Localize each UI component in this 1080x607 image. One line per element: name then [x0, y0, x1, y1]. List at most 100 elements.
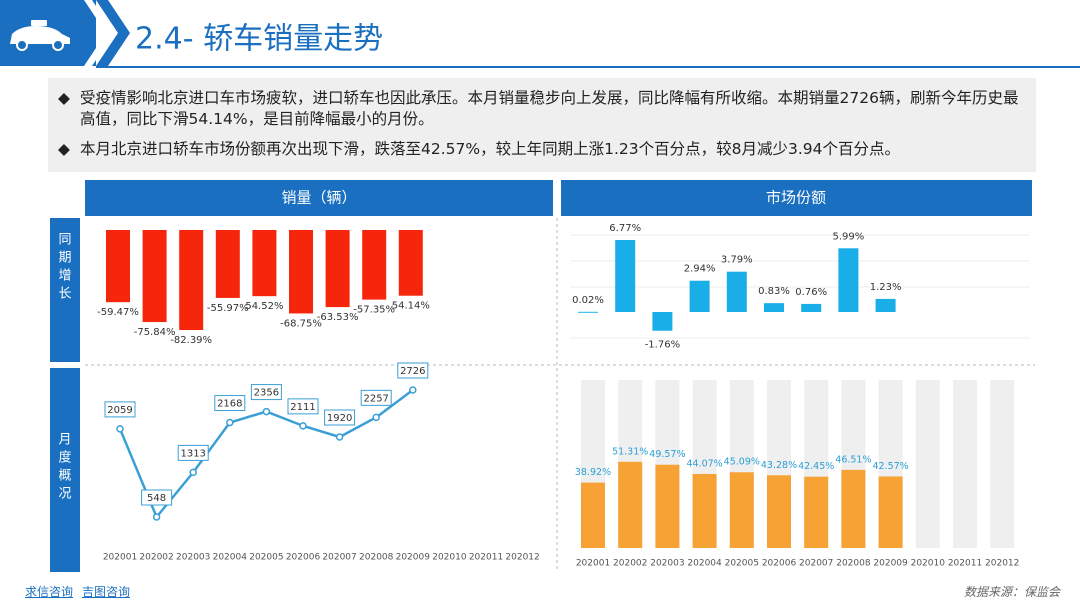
bar	[726, 271, 747, 312]
bar	[142, 230, 167, 323]
x-tick-label: 202005	[725, 559, 759, 569]
value-label: 2111	[290, 402, 315, 413]
value-label: 2356	[254, 388, 279, 399]
value-label: 0.76%	[795, 287, 827, 298]
value-label: 548	[147, 493, 166, 504]
row-label: 同	[58, 233, 71, 248]
value-label: 42.57%	[872, 461, 908, 472]
row-label: 况	[58, 487, 71, 502]
label-box	[250, 384, 282, 401]
row-label-bg	[50, 368, 80, 572]
x-tick-label: 202009	[396, 553, 431, 563]
value-label: 2059	[107, 405, 132, 416]
x-tick-label: 202006	[286, 553, 321, 563]
label-box	[324, 409, 356, 426]
bar	[289, 230, 313, 314]
bullet: 受疫情影响北京进口车市场疲软，进口轿车也因此承压。本月销量稳步向上发展，同比降幅…	[58, 88, 1030, 130]
bar	[841, 469, 866, 548]
value-label: 51.31%	[612, 446, 648, 457]
value-label: 2.94%	[684, 264, 716, 275]
point	[262, 407, 271, 416]
row-label: 增	[58, 269, 71, 284]
value-label: -75.84%	[134, 327, 176, 338]
value-label: 2726	[400, 366, 425, 377]
x-tick-label: 202012	[985, 559, 1019, 569]
footer-link[interactable]: 吉图咨询	[82, 585, 131, 599]
x-tick-label: 202004	[213, 553, 248, 563]
value-label: -1.76%	[645, 340, 680, 351]
value-label: 1313	[180, 448, 205, 459]
bar	[215, 230, 240, 298]
x-tick-label: 202005	[249, 553, 283, 563]
panel-title: 市场份额	[766, 189, 826, 207]
value-label: 42.45%	[798, 461, 834, 472]
point	[372, 413, 380, 422]
label-box	[177, 444, 209, 461]
value-label: 49.57%	[649, 449, 685, 460]
value-label: 3.79%	[721, 255, 753, 266]
x-tick-label: 202001	[103, 553, 137, 563]
x-tick-label: 202006	[762, 559, 797, 569]
label-box	[104, 401, 136, 418]
bar-background	[915, 380, 940, 548]
value-label: 43.28%	[761, 460, 797, 471]
point	[409, 386, 417, 394]
label-box	[141, 489, 173, 506]
bar	[838, 248, 859, 312]
x-tick-label: 202001	[576, 559, 610, 569]
panel-header	[85, 180, 553, 216]
bar-background	[953, 380, 977, 548]
value-label: 54.14%	[392, 301, 430, 312]
bar	[618, 461, 643, 548]
bar	[252, 230, 277, 297]
panel-header	[561, 180, 1032, 216]
label-box	[287, 398, 319, 415]
bar	[581, 482, 605, 548]
value-label: 46.51%	[835, 454, 871, 465]
x-tick-label: 202008	[359, 553, 394, 563]
value-label: -82.39%	[170, 335, 212, 346]
bar	[655, 464, 680, 548]
bar	[875, 298, 896, 312]
point	[299, 422, 307, 430]
row-label: 长	[58, 287, 71, 302]
x-tick-label: 202012	[505, 553, 539, 563]
bar	[764, 303, 784, 312]
value-label: 45.09%	[724, 457, 760, 468]
value-label: -68.75%	[280, 318, 322, 329]
value-label: 2168	[217, 399, 242, 410]
x-tick-label: 202009	[873, 559, 908, 569]
label-box	[397, 362, 429, 379]
bar	[106, 230, 130, 303]
point	[152, 513, 161, 521]
bar	[362, 230, 387, 300]
x-tick-label: 202011	[469, 553, 503, 563]
top-right-grid	[570, 234, 1030, 339]
point	[335, 433, 344, 441]
bar	[652, 312, 673, 331]
x-tick-label: 202007	[322, 553, 356, 563]
bar	[179, 230, 204, 330]
point	[116, 425, 124, 433]
value-label: 2257	[363, 393, 388, 404]
bar	[692, 473, 717, 548]
footer-link[interactable]: 求信咨询	[25, 585, 74, 599]
x-tick-label: 202002	[613, 559, 647, 569]
bar	[878, 476, 903, 548]
bar	[767, 475, 791, 548]
value-label: 6.77%	[609, 223, 641, 234]
bar	[729, 472, 754, 548]
row-label: 概	[58, 469, 71, 484]
row-label: 度	[58, 450, 71, 466]
value-label: 44.07%	[686, 458, 722, 469]
value-label: 5.99%	[833, 231, 865, 242]
point	[189, 468, 197, 477]
x-tick-label: 202004	[687, 559, 722, 569]
row-label: 月	[58, 433, 71, 448]
x-tick-label: 202010	[432, 553, 467, 563]
bar-background	[990, 380, 1015, 548]
x-tick-label: 202003	[650, 559, 684, 569]
bar	[689, 280, 710, 312]
row-label: 期	[58, 251, 71, 266]
